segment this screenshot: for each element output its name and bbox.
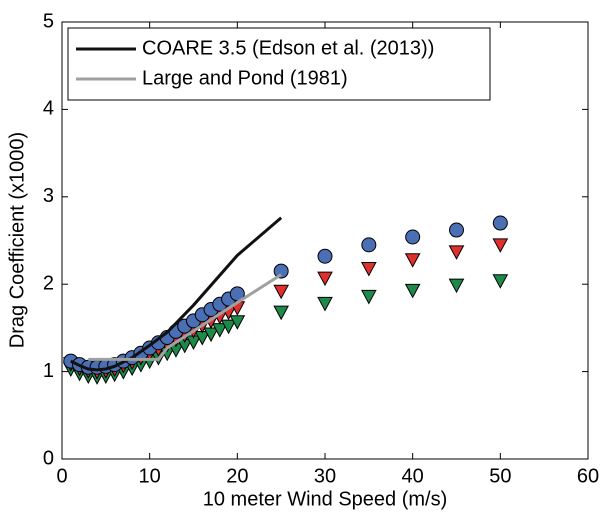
y-tick-label: 1	[43, 360, 54, 382]
legend-label: COARE 3.5 (Edson et al. (2013))	[142, 37, 434, 59]
marker	[404, 283, 421, 299]
marker	[360, 289, 377, 305]
x-tick-label: 40	[402, 465, 424, 487]
marker	[273, 305, 290, 321]
marker	[360, 261, 377, 277]
marker	[449, 222, 464, 238]
marker	[317, 271, 333, 287]
x-tick-label: 0	[56, 465, 67, 487]
x-tick-label: 60	[577, 465, 599, 487]
marker	[448, 245, 465, 260]
x-tick-label: 10	[139, 465, 161, 487]
y-tick-label: 2	[43, 272, 54, 294]
marker	[448, 278, 465, 294]
x-axis-label: 10 meter Wind Speed (m/s)	[203, 488, 448, 510]
y-axis-label: Drag Coefficient (x1000)	[6, 132, 28, 348]
x-tick-label: 50	[489, 465, 511, 487]
marker	[273, 263, 289, 279]
y-tick-label: 3	[43, 185, 54, 207]
x-tick-label: 20	[226, 465, 248, 487]
plot-frame	[61, 21, 589, 460]
marker	[492, 274, 509, 289]
marker	[273, 284, 290, 300]
line	[88, 273, 282, 361]
line	[70, 216, 283, 372]
marker	[361, 237, 377, 253]
marker	[492, 215, 508, 231]
x-tick-label: 30	[314, 465, 336, 487]
marker	[317, 248, 333, 264]
legend-label: Large and Pond (1981)	[142, 67, 348, 89]
y-tick-label: 0	[43, 447, 54, 469]
legend-box	[67, 27, 491, 101]
y-tick-label: 5	[43, 10, 54, 32]
marker	[317, 296, 333, 312]
marker	[405, 229, 421, 245]
marker	[492, 238, 509, 253]
y-tick-label: 4	[43, 98, 54, 120]
marker	[404, 253, 421, 268]
